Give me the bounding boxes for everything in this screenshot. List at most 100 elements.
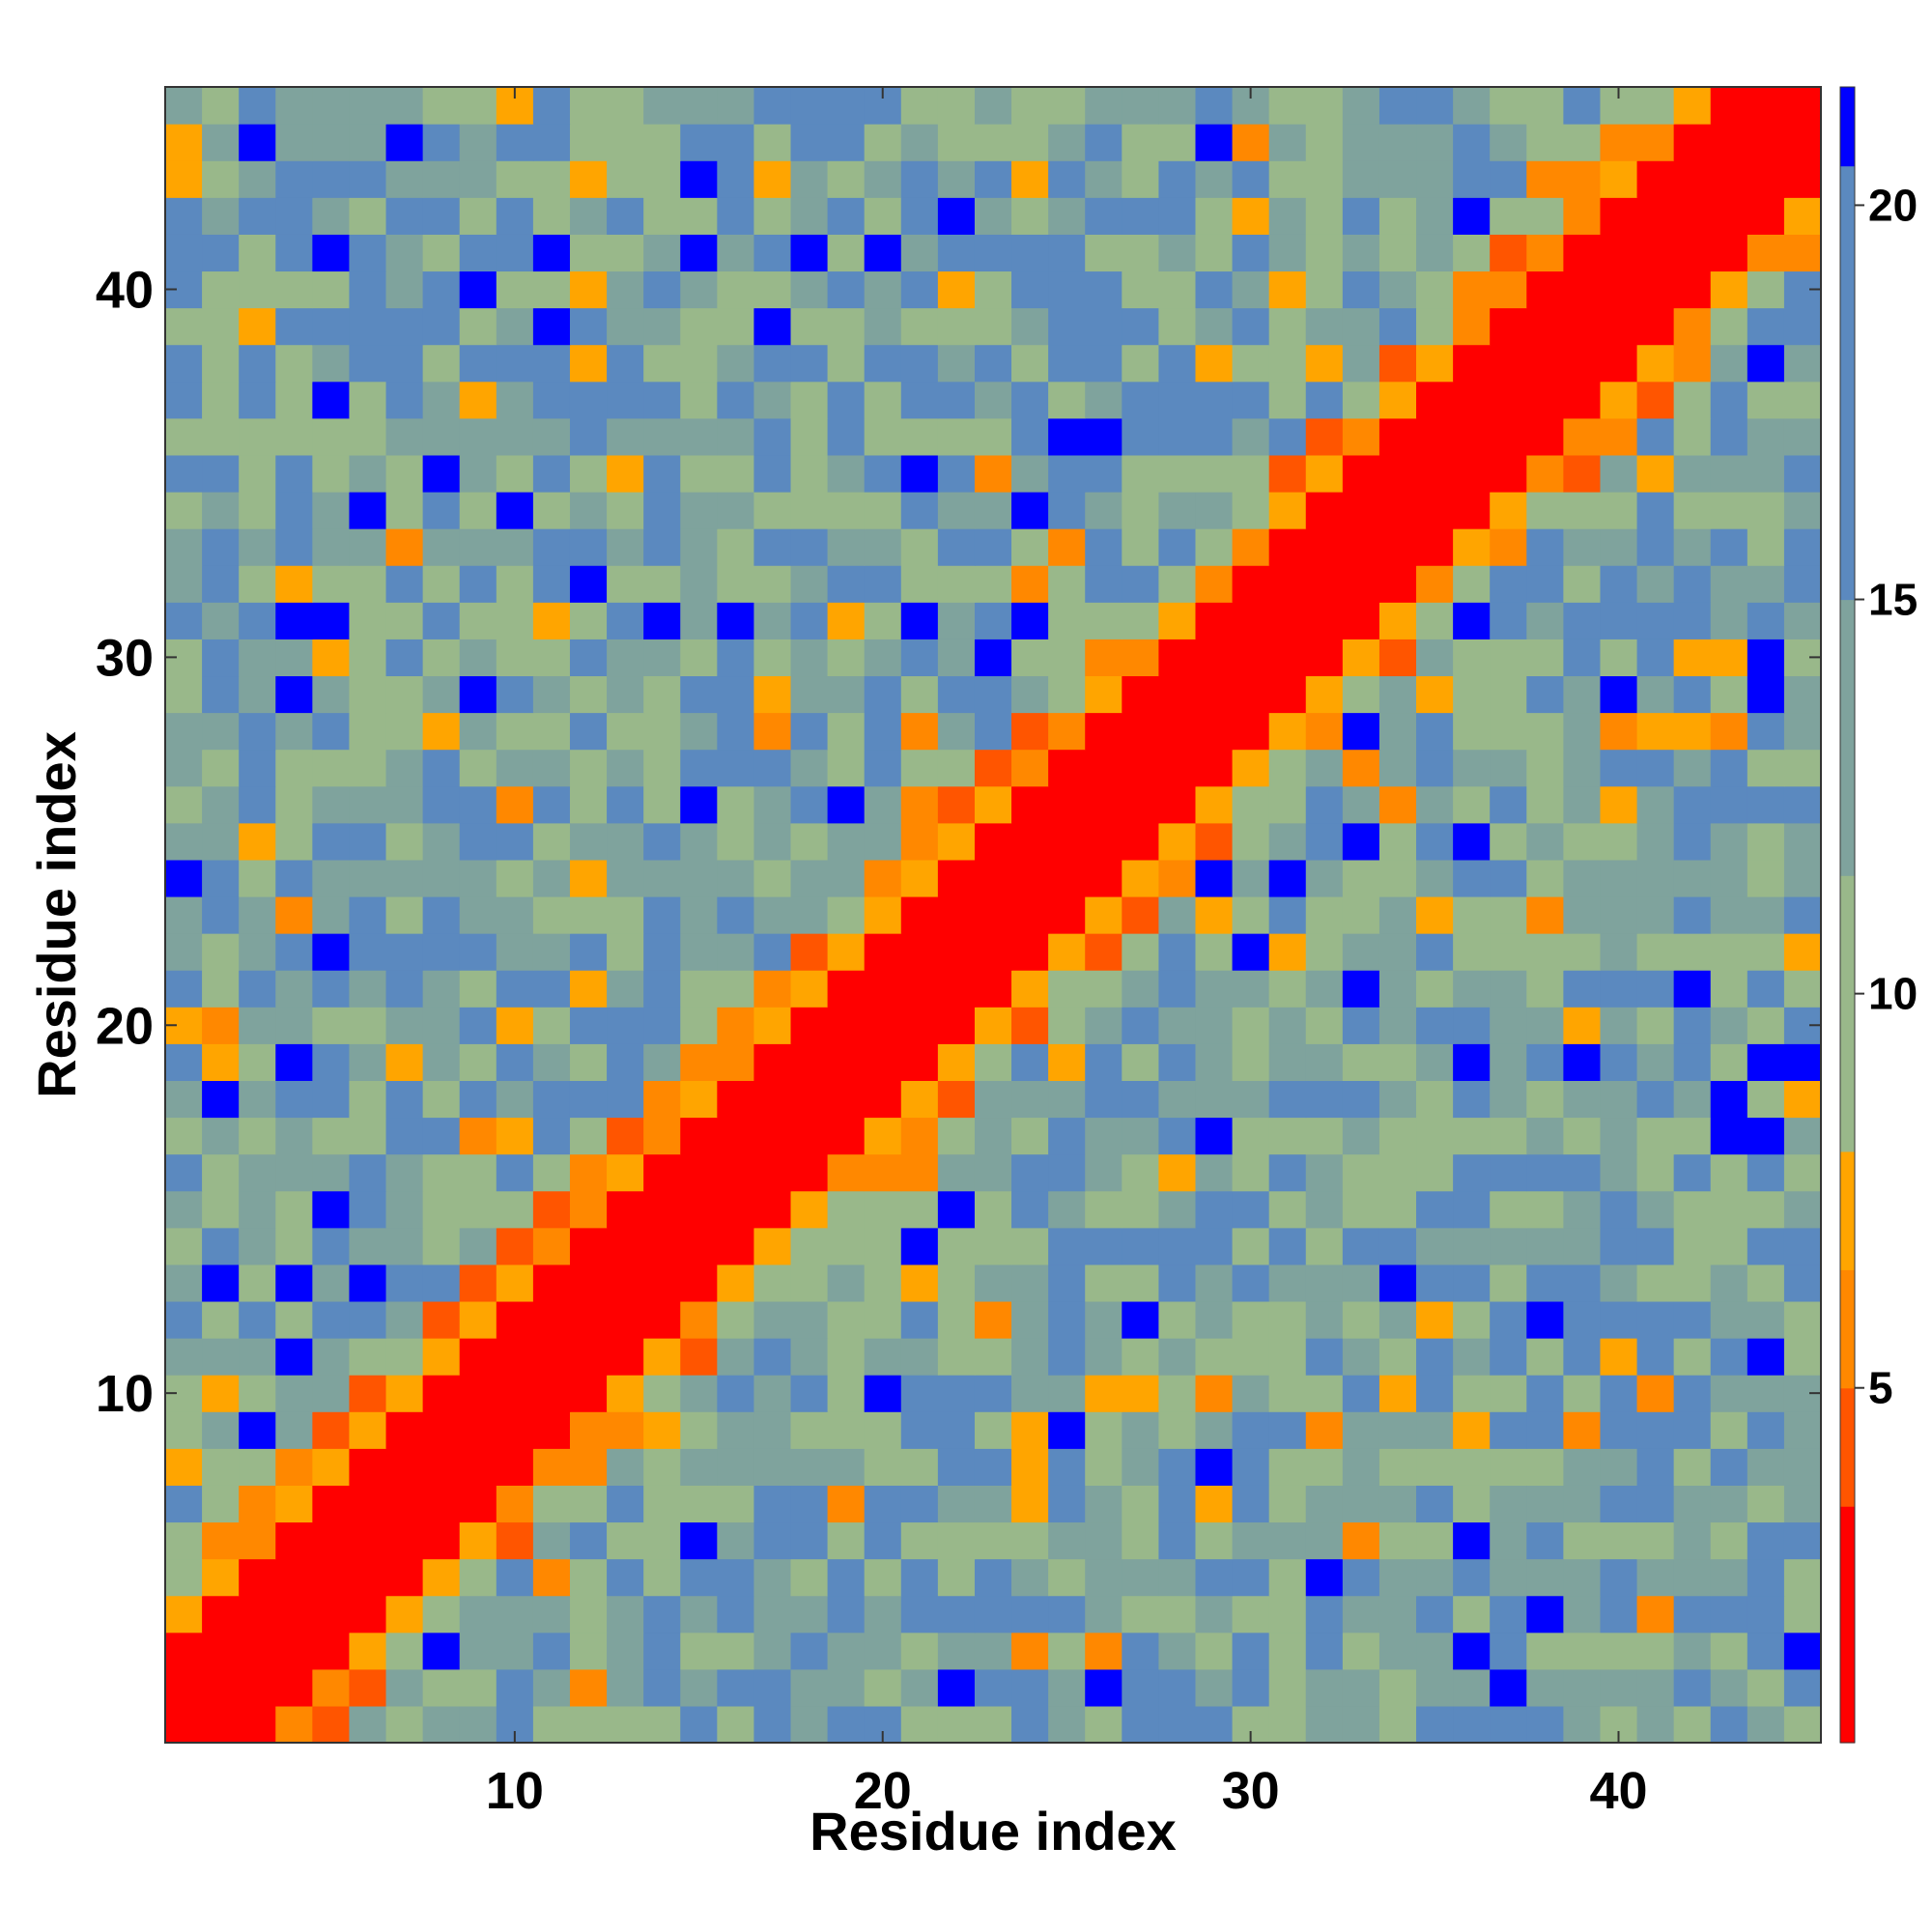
heatmap-cell bbox=[1011, 491, 1049, 529]
heatmap-cell bbox=[312, 1521, 351, 1560]
heatmap-cell bbox=[275, 270, 313, 309]
heatmap-cell bbox=[422, 1448, 461, 1486]
heatmap-cell bbox=[1600, 675, 1638, 714]
heatmap-cell bbox=[239, 1521, 276, 1560]
heatmap-cell bbox=[459, 1264, 497, 1302]
heatmap-cell bbox=[864, 307, 902, 346]
heatmap-cell bbox=[717, 270, 755, 309]
heatmap-cell bbox=[900, 124, 939, 161]
heatmap-cell bbox=[496, 160, 534, 198]
heatmap-cell bbox=[165, 1632, 203, 1670]
heatmap-cell bbox=[1195, 1153, 1234, 1192]
heatmap-cell bbox=[1085, 528, 1122, 566]
heatmap-cell bbox=[790, 785, 829, 824]
heatmap-cell bbox=[1783, 160, 1822, 198]
heatmap-cell bbox=[680, 565, 718, 603]
heatmap-cell bbox=[1232, 1190, 1270, 1229]
heatmap-cell bbox=[1747, 1300, 1785, 1339]
heatmap-cell bbox=[239, 749, 276, 787]
heatmap-cell bbox=[900, 1153, 939, 1192]
heatmap-cell bbox=[974, 307, 1012, 346]
heatmap-cell bbox=[459, 528, 497, 566]
heatmap-cell bbox=[643, 822, 681, 861]
heatmap-cell bbox=[1636, 895, 1675, 934]
heatmap-cell bbox=[1085, 381, 1122, 419]
heatmap-cell bbox=[607, 381, 644, 419]
heatmap-cell bbox=[1563, 124, 1602, 161]
heatmap-cell bbox=[1048, 344, 1086, 383]
heatmap-cell bbox=[1490, 87, 1527, 125]
heatmap-cell bbox=[165, 307, 203, 346]
heatmap-cell bbox=[607, 1264, 644, 1302]
heatmap-cell bbox=[1195, 234, 1234, 272]
heatmap-cell bbox=[607, 454, 644, 493]
heatmap-cell bbox=[1195, 87, 1234, 125]
heatmap-cell bbox=[1232, 822, 1270, 861]
heatmap-cell bbox=[753, 417, 792, 456]
plot-frame bbox=[164, 86, 1822, 1744]
heatmap-cell bbox=[1268, 491, 1307, 529]
heatmap-cell bbox=[1011, 749, 1049, 787]
heatmap-cell bbox=[1305, 822, 1344, 861]
heatmap-cell bbox=[1526, 197, 1564, 235]
heatmap-cell bbox=[790, 675, 829, 714]
heatmap-cell bbox=[900, 822, 939, 861]
heatmap-cell bbox=[1195, 160, 1234, 198]
heatmap-cell bbox=[1085, 1411, 1122, 1449]
colorbar-band bbox=[1840, 599, 1855, 876]
heatmap-cell bbox=[790, 1300, 829, 1339]
heatmap-cell bbox=[1305, 454, 1344, 493]
heatmap-cell bbox=[680, 1705, 718, 1744]
heatmap-cell bbox=[717, 895, 755, 934]
heatmap-cell bbox=[239, 675, 276, 714]
heatmap-cell bbox=[275, 970, 313, 1008]
heatmap-cell bbox=[643, 1485, 681, 1523]
heatmap-cell bbox=[1710, 1485, 1748, 1523]
heatmap-cell bbox=[1342, 1705, 1380, 1744]
heatmap-cell bbox=[1268, 1521, 1307, 1560]
heatmap-cell bbox=[1195, 1448, 1234, 1486]
heatmap-cell bbox=[717, 1300, 755, 1339]
heatmap-cell bbox=[349, 160, 387, 198]
heatmap-cell bbox=[1195, 822, 1234, 861]
heatmap-cell bbox=[790, 1153, 829, 1192]
heatmap-cell bbox=[1195, 1007, 1234, 1044]
heatmap-cell bbox=[1085, 859, 1122, 897]
heatmap-cell bbox=[1011, 381, 1049, 419]
heatmap-cell bbox=[680, 1448, 718, 1486]
heatmap-cell bbox=[1600, 1043, 1638, 1081]
heatmap-cell bbox=[165, 970, 203, 1008]
heatmap-cell bbox=[569, 1448, 608, 1486]
heatmap-cell bbox=[1673, 1264, 1712, 1302]
heatmap-cell bbox=[1232, 785, 1270, 824]
heatmap-cell bbox=[790, 895, 829, 934]
heatmap-cell bbox=[532, 1485, 571, 1523]
heatmap-cell bbox=[1490, 1705, 1527, 1744]
heatmap-cell bbox=[1268, 344, 1307, 383]
heatmap-cell bbox=[1195, 1080, 1234, 1119]
heatmap-cell bbox=[459, 234, 497, 272]
heatmap-cell bbox=[607, 1521, 644, 1560]
heatmap-cell bbox=[1158, 270, 1197, 309]
heatmap-cell bbox=[937, 1375, 976, 1412]
heatmap-cell bbox=[459, 785, 497, 824]
heatmap-cell bbox=[827, 565, 866, 603]
heatmap-cell bbox=[1526, 1485, 1564, 1523]
heatmap-cell bbox=[385, 87, 424, 125]
heatmap-cell bbox=[1158, 160, 1197, 198]
heatmap-cell bbox=[1011, 1264, 1049, 1302]
heatmap-cell bbox=[569, 602, 608, 639]
heatmap-cell bbox=[312, 454, 351, 493]
heatmap-cell bbox=[165, 1190, 203, 1229]
heatmap-cell bbox=[790, 307, 829, 346]
heatmap-cell bbox=[827, 1521, 866, 1560]
heatmap-cell bbox=[1195, 895, 1234, 934]
heatmap-cell bbox=[312, 1227, 351, 1265]
heatmap-cell bbox=[974, 933, 1012, 971]
heatmap-cell bbox=[1600, 417, 1638, 456]
heatmap-cell bbox=[1600, 639, 1638, 677]
heatmap-cell bbox=[1378, 639, 1417, 677]
heatmap-cell bbox=[459, 160, 497, 198]
heatmap-cell bbox=[422, 822, 461, 861]
heatmap-cell bbox=[1048, 270, 1086, 309]
